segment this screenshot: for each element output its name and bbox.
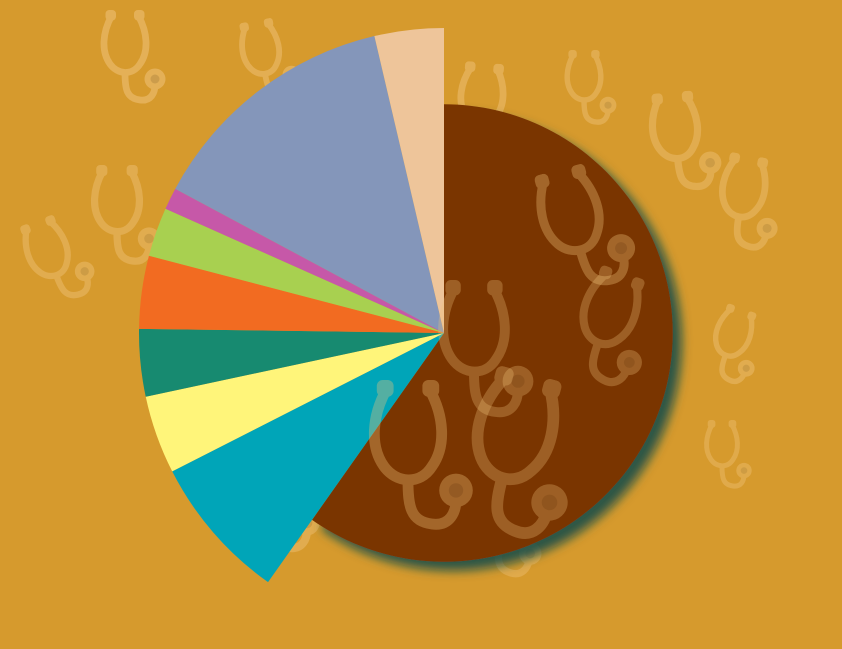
stethoscope-icon	[707, 420, 752, 486]
stethoscope-icon	[104, 10, 166, 100]
pie-slices	[139, 28, 673, 583]
stethoscope-icon	[650, 88, 724, 190]
pie-slice-1	[312, 104, 673, 562]
stethoscope-icon	[713, 152, 789, 251]
pie-slice-4	[139, 328, 445, 397]
pie-slice-2	[172, 333, 444, 583]
pie-slice-8	[175, 36, 444, 334]
stethoscope-icon	[95, 165, 161, 261]
pie-slice-6	[148, 208, 444, 333]
pie-slice-7	[165, 188, 444, 333]
stethoscope-icon	[702, 302, 773, 387]
pie-slice-3	[145, 333, 445, 472]
pie-slice-5	[139, 255, 444, 333]
stethoscope-icon	[567, 50, 616, 122]
stethoscope-icon	[18, 207, 101, 306]
pie-slice-9	[374, 28, 444, 333]
